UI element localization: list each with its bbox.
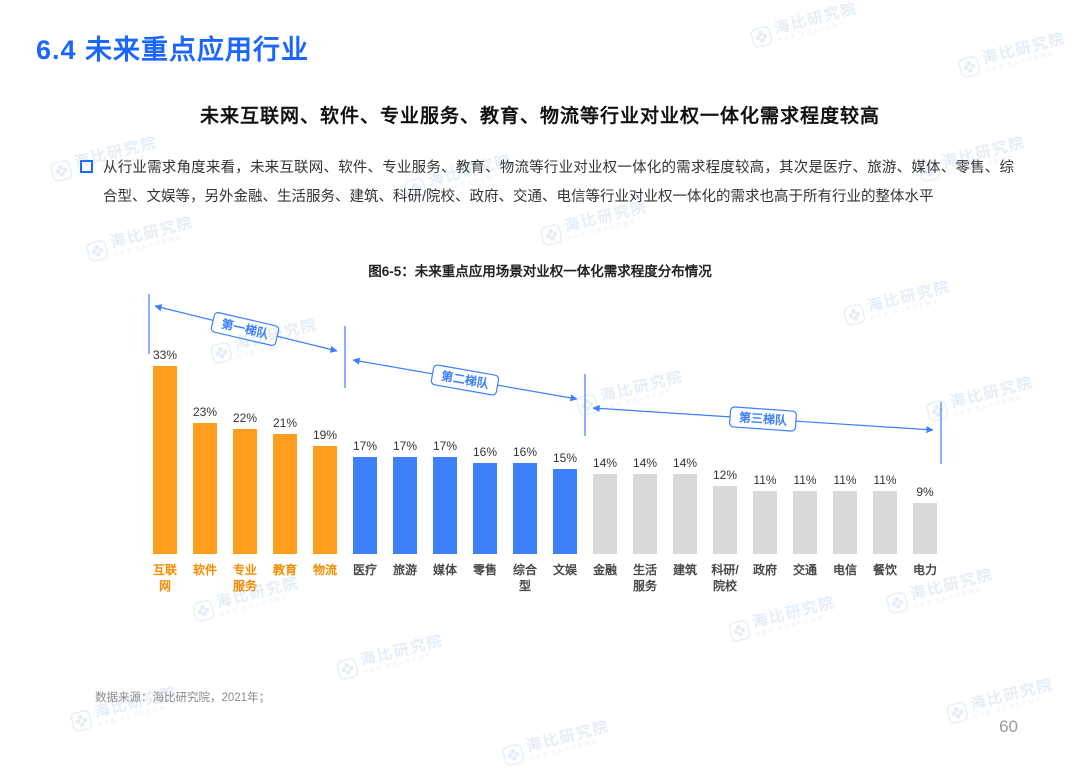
bar [593, 474, 617, 554]
bar-item: 14% 建筑 [665, 304, 705, 578]
bar-category-label: 专业服务 [232, 563, 257, 594]
bar-category-label: 建筑 [672, 563, 697, 577]
bar [153, 365, 177, 554]
bar-category-label: 旅游 [392, 563, 417, 577]
bar [713, 485, 737, 554]
bar-category-label: 综合型 [512, 563, 537, 594]
bar-value-label: 11% [793, 473, 817, 488]
bar-category-label: 交通 [792, 563, 817, 577]
bar [873, 491, 897, 554]
bar-item: 17% 媒体 [425, 304, 465, 578]
bar-category-label: 文娱 [552, 563, 577, 577]
bar-value-label: 16% [472, 444, 498, 459]
body-paragraph: 从行业需求角度来看，未来互联网、软件、专业服务、教育、物流等行业对业权一体化的需… [80, 154, 1014, 212]
bar-category-label: 餐饮 [872, 563, 897, 577]
bar-category-label: 科研/院校 [711, 563, 739, 594]
bar-item: 21% 教育 [265, 304, 305, 578]
bar-value-label: 11% [753, 473, 777, 488]
bar [353, 457, 377, 554]
tier-label-box: 第二梯队 [430, 364, 500, 396]
bar [913, 502, 937, 554]
tier-label: 第三梯队 [739, 409, 789, 427]
bar-item: 16% 综合型 [505, 304, 545, 594]
bar [193, 422, 217, 554]
bar [233, 428, 257, 554]
bar-value-label: 14% [672, 456, 698, 471]
source-note: 数据来源：海比研究院，2021年； [95, 692, 271, 704]
bar [673, 474, 697, 554]
bar [513, 462, 537, 554]
bar-value-label: 17% [392, 439, 418, 454]
bar [393, 457, 417, 554]
page-subtitle: 未来互联网、软件、专业服务、教育、物流等行业对业权一体化需求程度较高 [199, 106, 880, 127]
bar-category-label: 零售 [472, 563, 497, 577]
bar [433, 457, 457, 554]
bar-item: 14% 金融 [585, 304, 625, 578]
bar [753, 491, 777, 554]
bar-value-label: 22% [232, 410, 258, 425]
bar-category-label: 软件 [192, 563, 217, 577]
tier-annotation-overlay: 第一梯队 第二梯队 第三梯队 [148, 294, 942, 464]
bar-item: 11% 政府 [745, 304, 785, 578]
bullet-square-icon [80, 160, 93, 173]
bar [833, 491, 857, 554]
bar-category-label: 政府 [752, 563, 777, 577]
bar-item: 11% 交通 [785, 304, 825, 578]
bar-value-label: 11% [833, 473, 857, 488]
page-number: 60 [999, 717, 1018, 736]
bar-value-label: 17% [432, 439, 458, 454]
bar-category-label: 金融 [592, 563, 617, 577]
bar-value-label: 12% [712, 467, 738, 482]
figure-title: 图6-5：未来重点应用场景对业权一体化需求程度分布情况 [368, 264, 712, 279]
bar-value-label: 16% [512, 444, 538, 459]
bar-item: 15% 文娱 [545, 304, 585, 578]
bar [473, 462, 497, 554]
bar [553, 468, 577, 554]
bar-item: 17% 医疗 [345, 304, 385, 578]
bar-chart: 第一梯队 第二梯队 第三梯队 33% 互联网 23% 软件 22% 专业服务 21% 教育 19… [145, 294, 945, 604]
bar-value-label: 14% [632, 456, 658, 471]
bar-item: 22% 专业服务 [225, 304, 265, 594]
bar-item: 14% 生活服务 [625, 304, 665, 594]
bar [313, 445, 337, 554]
tier-label-box: 第一梯队 [210, 312, 280, 346]
bar-item: 19% 物流 [305, 304, 345, 578]
bar [273, 434, 297, 554]
bar [793, 491, 817, 554]
bar-category-label: 教育 [272, 563, 297, 577]
bar-group: 33% 互联网 23% 软件 22% 专业服务 21% 教育 19% 物流 17% 医疗 17% 旅游 17… [145, 304, 945, 594]
bar-category-label: 物流 [312, 563, 337, 577]
bar-item: 9% 电力 [905, 304, 945, 578]
bar-item: 16% 零售 [465, 304, 505, 578]
bar-item: 11% 餐饮 [865, 304, 905, 578]
body-text: 从行业需求角度来看，未来互联网、软件、专业服务、教育、物流等行业对业权一体化的需… [103, 160, 1014, 205]
bar-category-label: 媒体 [432, 563, 457, 577]
bar-item: 23% 软件 [185, 304, 225, 578]
bar-item: 12% 科研/院校 [705, 304, 745, 594]
bar-category-label: 电力 [912, 563, 937, 577]
bar-category-label: 生活服务 [632, 563, 657, 594]
bar-value-label: 9% [916, 484, 934, 499]
bar-value-label: 23% [192, 404, 218, 419]
bar-value-label: 17% [352, 439, 378, 454]
tier-label-box: 第三梯队 [729, 406, 797, 432]
section-title: 6.4 未来重点应用行业 [36, 35, 310, 65]
bar-value-label: 19% [312, 427, 338, 442]
bar-value-label: 15% [552, 450, 578, 465]
bar-category-label: 医疗 [352, 563, 377, 577]
bar-item: 17% 旅游 [385, 304, 425, 578]
bar-value-label: 14% [592, 456, 618, 471]
bar-category-label: 电信 [832, 563, 857, 577]
bar-item: 11% 电信 [825, 304, 865, 578]
bar-value-label: 21% [272, 416, 298, 431]
bar [633, 474, 657, 554]
bar-category-label: 互联网 [152, 563, 177, 594]
bar-value-label: 11% [873, 473, 897, 488]
